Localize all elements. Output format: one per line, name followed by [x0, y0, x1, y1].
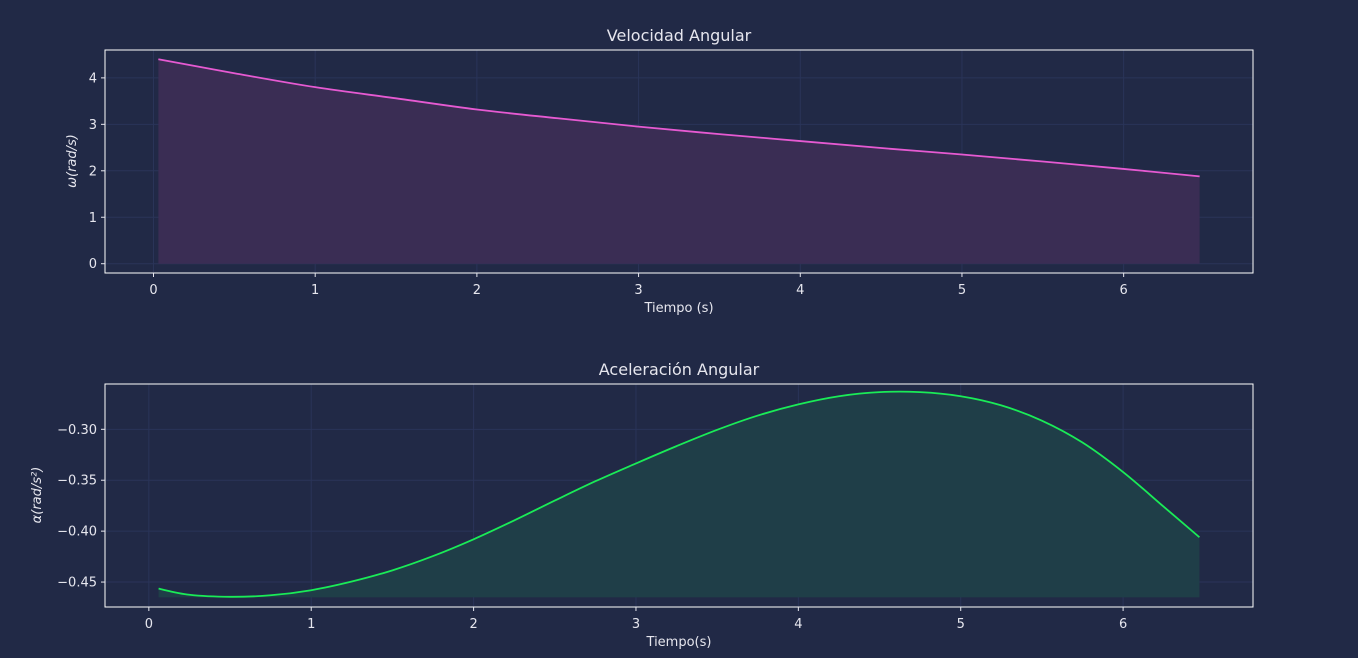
velocity-x-axis-label: Tiempo (s) [643, 301, 713, 316]
velocity-y-axis-label: ω(rad/s) [65, 134, 80, 188]
velocity-area [158, 59, 1200, 264]
velocity-y-tick-label-4: 4 [89, 71, 97, 86]
acceleration-x-tick-label-4: 4 [794, 617, 802, 632]
acceleration-plot-frame [104, 383, 1254, 608]
acceleration-x-tick-label-3: 3 [632, 617, 640, 632]
acceleration-x-axis-label: Tiempo(s) [646, 635, 712, 650]
acceleration-y-tick-label-2: −0.40 [57, 525, 97, 540]
velocity-y-ticks: 0 1 2 3 4 [89, 71, 105, 272]
velocity-x-tick-label-6: 6 [1120, 283, 1128, 298]
acceleration-y-tick-label-1: −0.35 [57, 474, 97, 489]
acceleration-y-ticks: −0.30 −0.35 −0.40 −0.45 [57, 423, 105, 591]
velocity-y-tick-label-0: 0 [89, 257, 97, 272]
velocity-chart-title: Velocidad Angular [607, 26, 752, 45]
velocity-line [158, 58, 1200, 178]
velocity-chart: Velocidad Angular 0 1 2 3 4 5 6 0 1 2 3 4 Tiempo (… [65, 26, 1254, 316]
acceleration-line [158, 390, 1201, 598]
acceleration-x-tick-label-1: 1 [307, 617, 315, 632]
velocity-y-tick-label-2: 2 [89, 164, 97, 179]
velocity-x-tick-label-3: 3 [634, 283, 642, 298]
acceleration-y-tick-label-0: −0.30 [57, 423, 97, 438]
velocity-x-ticks: 0 1 2 3 4 5 6 [149, 273, 1128, 298]
velocity-x-tick-label-5: 5 [958, 283, 966, 298]
velocity-y-tick-label-3: 3 [89, 118, 97, 133]
acceleration-y-tick-label-3: −0.45 [57, 576, 97, 591]
acceleration-y-axis-label: α(rad/s²) [30, 467, 45, 524]
acceleration-x-tick-label-6: 6 [1119, 617, 1127, 632]
acceleration-x-tick-label-5: 5 [957, 617, 965, 632]
velocity-x-tick-label-1: 1 [311, 283, 319, 298]
velocity-plot-frame [104, 49, 1254, 274]
velocity-x-tick-label-4: 4 [796, 283, 804, 298]
velocity-y-tick-label-1: 1 [89, 211, 97, 226]
acceleration-x-ticks: 0 1 2 3 4 5 6 [145, 607, 1127, 632]
acceleration-area [158, 391, 1200, 598]
velocity-x-tick-label-0: 0 [149, 283, 157, 298]
acceleration-x-tick-label-2: 2 [469, 617, 477, 632]
acceleration-chart-title: Aceleración Angular [599, 360, 760, 379]
velocity-x-tick-label-2: 2 [473, 283, 481, 298]
acceleration-x-tick-label-0: 0 [145, 617, 153, 632]
